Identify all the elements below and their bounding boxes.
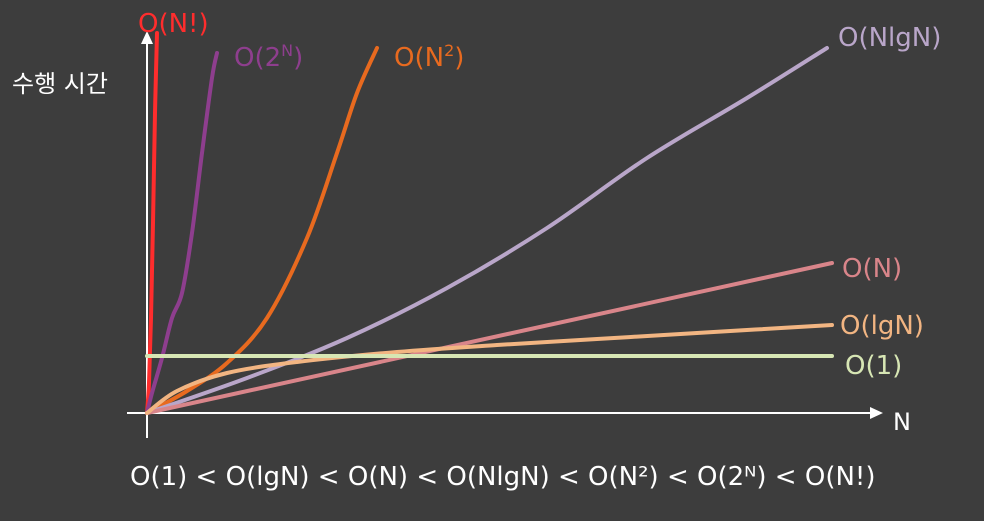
- series-label-o-n: O(N!): [138, 9, 209, 39]
- series-label-o-nlgn: O(NlgN): [838, 23, 941, 53]
- series-line-o-lgn: [145, 323, 834, 415]
- series-line-o-n: [145, 261, 834, 415]
- y-axis-label: 수행 시간: [12, 70, 108, 98]
- series-lines: [145, 31, 834, 415]
- series-line-o-n-2: [145, 46, 379, 415]
- y-axis-arrow: [141, 31, 153, 44]
- series-label-o-1: O(1): [845, 351, 902, 381]
- series-label-o-n-2: O(N2): [394, 41, 464, 73]
- series-label-o-n: O(N): [842, 254, 902, 284]
- series-line-o-2-n: [145, 51, 219, 415]
- series-label-o-lgn: O(lgN): [840, 311, 924, 341]
- series-line-o-n: [145, 31, 159, 415]
- x-axis-label: N: [893, 408, 911, 436]
- order-summary: O(1) < O(lgN) < O(N) < O(NlgN) < O(N²) <…: [130, 462, 875, 492]
- series-label-o-2-n: O(2N): [234, 41, 303, 73]
- x-axis-arrow: [870, 407, 883, 419]
- series-labels: O(N!) O(2N) O(N2) O(NlgN) O(N) O(lgN) O(1): [138, 9, 941, 381]
- series-line-o-nlgn: [145, 46, 829, 415]
